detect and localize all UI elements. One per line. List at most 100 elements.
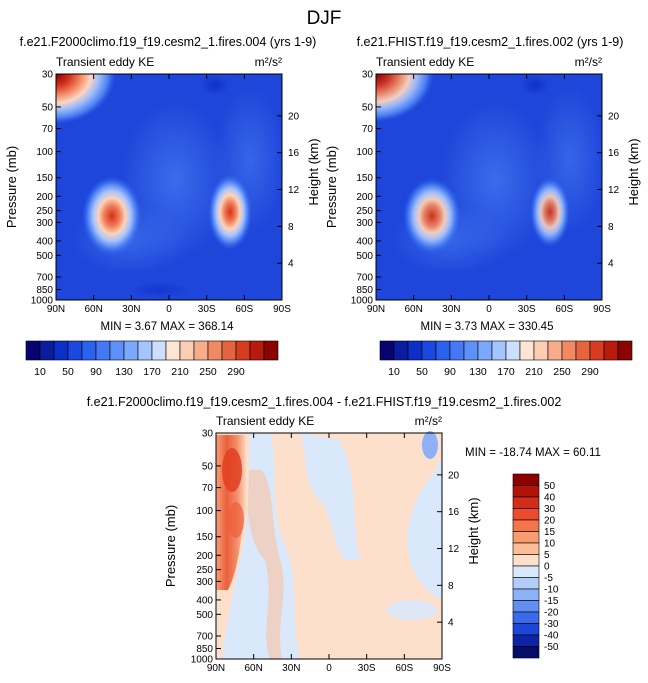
- colorbar-label: 130: [469, 366, 487, 378]
- p-tick-label: 200: [356, 192, 373, 203]
- panel-2-subtitle: Transient eddy KE: [376, 55, 474, 69]
- colorbar-box: [435, 340, 451, 361]
- colorbar-box: [547, 340, 563, 361]
- p-tick-label: 850: [196, 644, 213, 655]
- panel-2-plot: [375, 73, 605, 301]
- colorbar-label: 50: [544, 481, 556, 492]
- x-tick-label: 30N: [282, 663, 300, 674]
- p-tick-label: 70: [42, 124, 54, 135]
- colorbar-box: [379, 340, 395, 361]
- p-tick-label: 500: [196, 610, 213, 621]
- panel-2: f.e21.FHIST.f19_f19.cesm2_1.fires.002 (y…: [324, 35, 641, 333]
- panel-3-plot: [215, 431, 443, 660]
- panel-3-title: f.e21.F2000climo.f19_f19.cesm2_1.fires.0…: [87, 395, 562, 409]
- panel-3-axes: 90N 60N 30N 0 30S 60S 90S 30 50 70 100 150 200 250300…: [191, 429, 460, 675]
- h-tick-label: 8: [608, 222, 614, 233]
- h-tick-label: 12: [288, 185, 300, 196]
- colorbar-box: [512, 646, 540, 659]
- p-tick-label: 30: [42, 70, 54, 81]
- colorbar-box: [179, 340, 195, 361]
- panel-3-unit: m²/s²: [415, 414, 442, 428]
- colorbar-box: [407, 340, 423, 361]
- colorbar-label: 10: [388, 366, 400, 378]
- colorbar-box: [512, 485, 540, 498]
- panel-1-jet-sh: [208, 174, 252, 250]
- colorbar-label: 210: [525, 366, 543, 378]
- colorbar-label: 290: [581, 366, 599, 378]
- h-tick-label: 4: [608, 259, 614, 270]
- p-tick-label: 50: [362, 102, 374, 113]
- colorbar-box: [25, 340, 41, 361]
- colorbar-box: [603, 340, 619, 361]
- colorbar-label: 250: [199, 366, 217, 378]
- colorbar-box: [512, 600, 540, 613]
- panel-2-ylabel: Pressure (mb): [324, 146, 339, 228]
- h-tick-label: 16: [288, 148, 300, 159]
- colorbar-box: [519, 340, 535, 361]
- p-tick-label: 300: [196, 577, 213, 588]
- colorbar-box: [81, 340, 97, 361]
- x-tick-label: 0: [326, 663, 332, 674]
- colorbar-box: [491, 340, 507, 361]
- colorbar-box: [533, 340, 549, 361]
- p-tick-label: 1000: [31, 296, 54, 307]
- x-tick-label: 90S: [273, 304, 291, 315]
- colorbar-label: 5: [544, 550, 550, 561]
- x-tick-label: 60S: [235, 304, 253, 315]
- panel-3-subtitle: Transient eddy KE: [216, 414, 314, 428]
- h-tick-label: 12: [448, 544, 460, 555]
- colorbar-label: 50: [416, 366, 428, 378]
- x-tick-label: 90N: [207, 663, 225, 674]
- panel-1-jet-nh: [82, 176, 142, 256]
- colorbar-label: 130: [115, 366, 133, 378]
- p-tick-label: 100: [196, 506, 213, 517]
- colorbar-label: -50: [544, 642, 559, 653]
- p-tick-label: 200: [36, 192, 53, 203]
- colorbar-label: 250: [553, 366, 571, 378]
- panel-1-axes: 90N 60N 30N 0 30S 60S 90S 30 50 70 100 150 200 250300…: [31, 70, 300, 316]
- p-tick-label: 150: [36, 173, 53, 184]
- p-tick-label: 70: [202, 483, 214, 494]
- p-tick-label: 1000: [351, 296, 374, 307]
- x-tick-label: 60N: [244, 663, 262, 674]
- colorbar-box: [512, 519, 540, 532]
- h-tick-label: 12: [608, 185, 620, 196]
- x-tick-label: 30S: [518, 304, 536, 315]
- colorbar-box: [53, 340, 69, 361]
- h-tick-label: 20: [288, 111, 300, 122]
- panel-2-unit: m²/s²: [575, 55, 602, 69]
- colorbar-box: [512, 496, 540, 509]
- colorbar-box: [477, 340, 493, 361]
- colorbar-box: [165, 340, 181, 361]
- x-tick-label: 60N: [404, 304, 422, 315]
- colorbar-box: [512, 554, 540, 567]
- colorbar-panel-2: 10 50 90 130 170 210 250 290: [379, 340, 633, 378]
- p-tick-label: 700: [196, 632, 213, 643]
- panel-3: f.e21.F2000climo.f19_f19.cesm2_1.fires.0…: [87, 395, 601, 674]
- colorbar-label: -30: [544, 619, 559, 630]
- colorbar-box: [109, 340, 125, 361]
- panel-1-corner-max: [56, 74, 116, 124]
- colorbar-box: [512, 611, 540, 624]
- x-tick-label: 90N: [367, 304, 385, 315]
- panel-2-title: f.e21.FHIST.f19_f19.cesm2_1.fires.002 (y…: [357, 35, 624, 49]
- panel-3-ylabel: Pressure (mb): [163, 505, 178, 587]
- panel-2-minmax: MIN = 3.73 MAX = 330.45: [421, 321, 554, 333]
- x-tick-label: 60S: [395, 663, 413, 674]
- p-tick-label: 300: [356, 218, 373, 229]
- p-tick-label: 700: [36, 273, 53, 284]
- panel-1-subtitle: Transient eddy KE: [56, 55, 154, 69]
- colorbar-label: 210: [171, 366, 189, 378]
- colorbar-box: [193, 340, 209, 361]
- x-tick-label: 30N: [442, 304, 460, 315]
- panel-1: f.e21.F2000climo.f19_f19.cesm2_1.fires.0…: [4, 35, 321, 333]
- h-tick-label: 16: [608, 148, 620, 159]
- panel-1-title: f.e21.F2000climo.f19_f19.cesm2_1.fires.0…: [20, 35, 317, 49]
- colorbar-box: [207, 340, 223, 361]
- figure-title: DJF: [307, 8, 342, 29]
- colorbar-box: [512, 508, 540, 521]
- p-tick-label: 30: [362, 70, 374, 81]
- panel-1-plot: [55, 73, 285, 301]
